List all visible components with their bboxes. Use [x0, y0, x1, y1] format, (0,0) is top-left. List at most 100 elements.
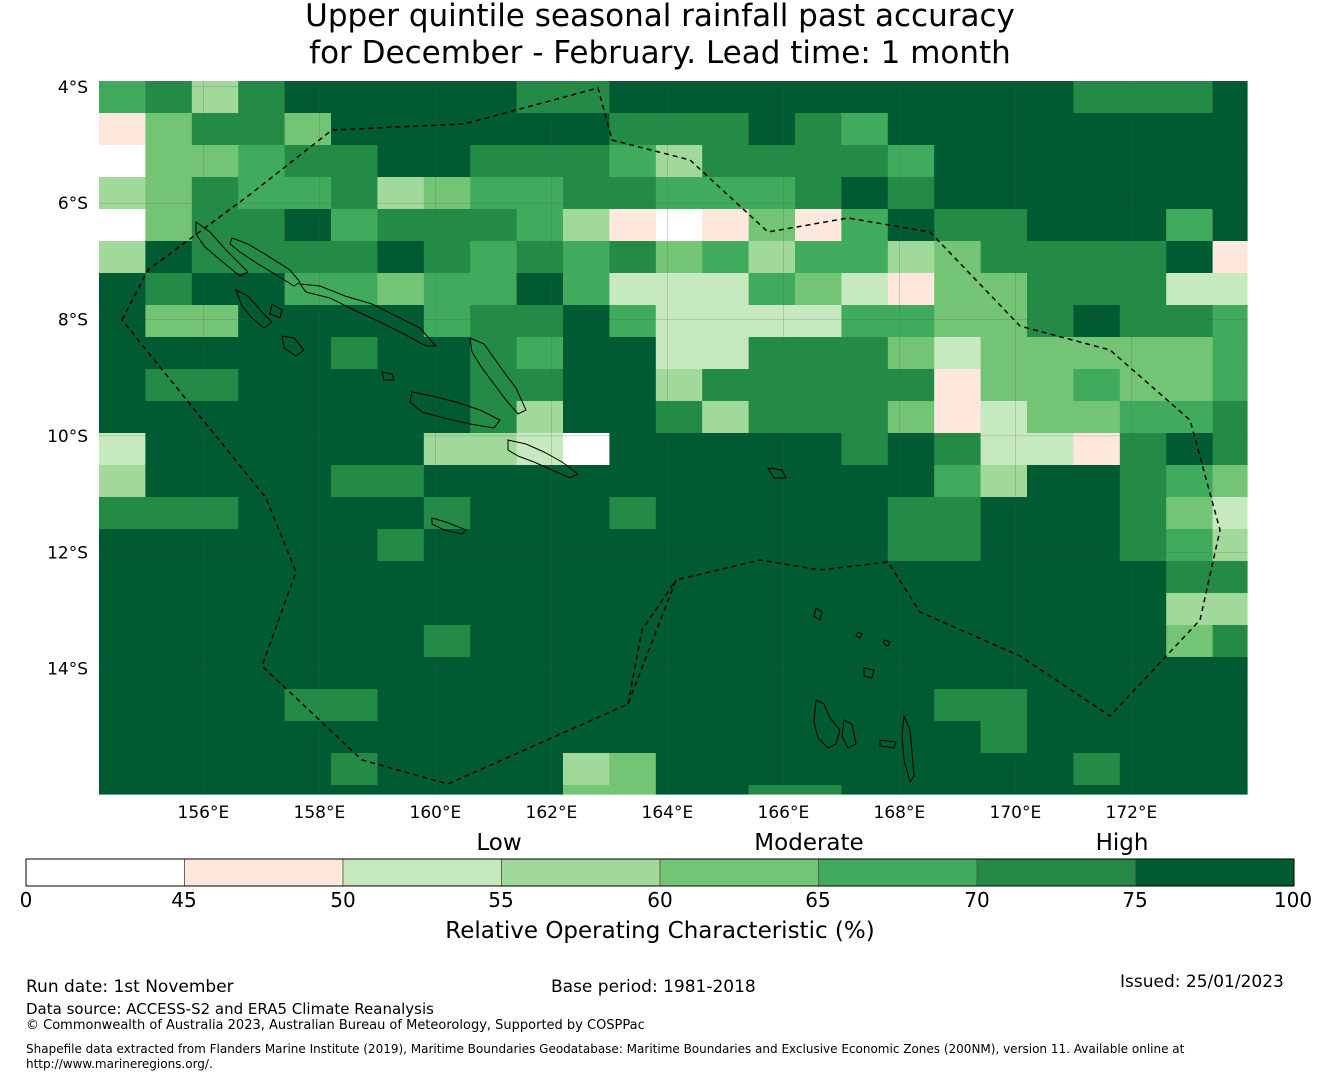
roc-cell — [887, 528, 935, 562]
roc-cell — [1073, 688, 1121, 722]
roc-cell — [563, 336, 610, 370]
roc-cell — [238, 81, 286, 114]
isabel-island — [298, 283, 438, 347]
roc-cell — [377, 784, 425, 795]
roc-cell — [702, 368, 750, 402]
roc-cell — [423, 624, 471, 658]
roc-cell — [609, 528, 657, 562]
latitude-label: 8°S — [58, 311, 88, 331]
roc-cell — [1166, 336, 1214, 370]
roc-cell — [331, 144, 378, 178]
roc-cell — [331, 528, 378, 562]
roc-cell — [1027, 624, 1074, 658]
roc-cell — [1212, 272, 1248, 306]
roc-cell — [99, 368, 146, 402]
roc-cell — [795, 688, 842, 722]
roc-cell — [470, 720, 518, 754]
roc-cell — [702, 464, 750, 498]
roc-cell — [980, 752, 1028, 786]
roc-cell — [1166, 304, 1214, 338]
roc-cell — [377, 656, 425, 690]
roc-cell — [516, 496, 564, 530]
roc-cell — [191, 656, 239, 690]
roc-cell — [99, 240, 146, 274]
roc-cell — [145, 240, 193, 274]
roc-cell — [470, 432, 518, 466]
roc-cell — [934, 624, 982, 658]
roc-cell — [980, 272, 1028, 306]
roc-cell — [377, 592, 425, 626]
roc-cell — [516, 720, 564, 754]
roc-cell — [887, 624, 935, 658]
roc-cell — [238, 688, 286, 722]
colorbar-frame — [25, 858, 1295, 887]
roc-cell — [284, 368, 332, 402]
roc-cell — [1166, 720, 1214, 754]
roc-cell — [1166, 464, 1214, 498]
roc-cell — [980, 624, 1028, 658]
roc-cell — [284, 528, 332, 562]
roc-cell — [145, 400, 193, 434]
latitude-label: 12°S — [47, 543, 88, 563]
roc-cell — [655, 720, 703, 754]
banks-islands — [863, 667, 875, 679]
roc-cell — [980, 560, 1028, 594]
roc-cell — [702, 688, 750, 722]
roc-cell — [748, 368, 796, 402]
roc-cell — [1027, 112, 1074, 146]
ambae-island — [879, 739, 897, 749]
roc-cell — [331, 752, 378, 786]
roc-cell — [191, 81, 239, 114]
colorbar-tick: 50 — [330, 888, 356, 912]
roc-cell — [795, 560, 842, 594]
roc-cell — [191, 112, 239, 146]
roc-cell — [331, 432, 378, 466]
roc-cell — [145, 592, 193, 626]
roc-cell — [563, 368, 610, 402]
roc-cell — [516, 240, 564, 274]
roc-cell — [1073, 144, 1121, 178]
roc-cell — [609, 752, 657, 786]
roc-cell — [980, 656, 1028, 690]
roc-cell — [1119, 784, 1167, 795]
roc-cell — [470, 81, 518, 114]
roc-cell — [331, 272, 378, 306]
roc-cell — [145, 688, 193, 722]
roc-cell — [238, 240, 286, 274]
colorbar-tick: 70 — [964, 888, 990, 912]
roc-cell — [1212, 144, 1248, 178]
longitude-label: 164°E — [642, 803, 694, 823]
roc-cell — [377, 688, 425, 722]
roc-cell — [795, 144, 842, 178]
roc-cell — [934, 560, 982, 594]
colorbar-category-low: Low — [476, 830, 522, 856]
roc-cell — [887, 400, 935, 434]
roc-cell — [1119, 592, 1167, 626]
roc-cell — [609, 720, 657, 754]
roc-cell — [702, 336, 750, 370]
roc-cell — [795, 720, 842, 754]
roc-cell — [934, 784, 982, 795]
roc-cell — [1166, 560, 1214, 594]
roc-cell — [934, 592, 982, 626]
colorbar-tick: 0 — [19, 888, 33, 912]
roc-cell — [1119, 144, 1167, 178]
roc-cell — [470, 656, 518, 690]
roc-cell — [563, 720, 610, 754]
roc-cell — [655, 81, 703, 114]
roc-cell — [609, 432, 657, 466]
roc-cell — [1073, 176, 1121, 210]
roc-cell — [145, 112, 193, 146]
roc-cell — [609, 400, 657, 434]
roc-cell — [1166, 496, 1214, 530]
roc-cell — [1073, 592, 1121, 626]
roc-cell — [795, 176, 842, 210]
roc-cell — [516, 688, 564, 722]
roc-cell — [331, 368, 378, 402]
roc-cell — [934, 112, 982, 146]
roc-cell — [748, 592, 796, 626]
roc-cell — [563, 208, 610, 242]
roc-cell — [470, 560, 518, 594]
roc-cell — [934, 752, 982, 786]
roc-cell — [655, 432, 703, 466]
